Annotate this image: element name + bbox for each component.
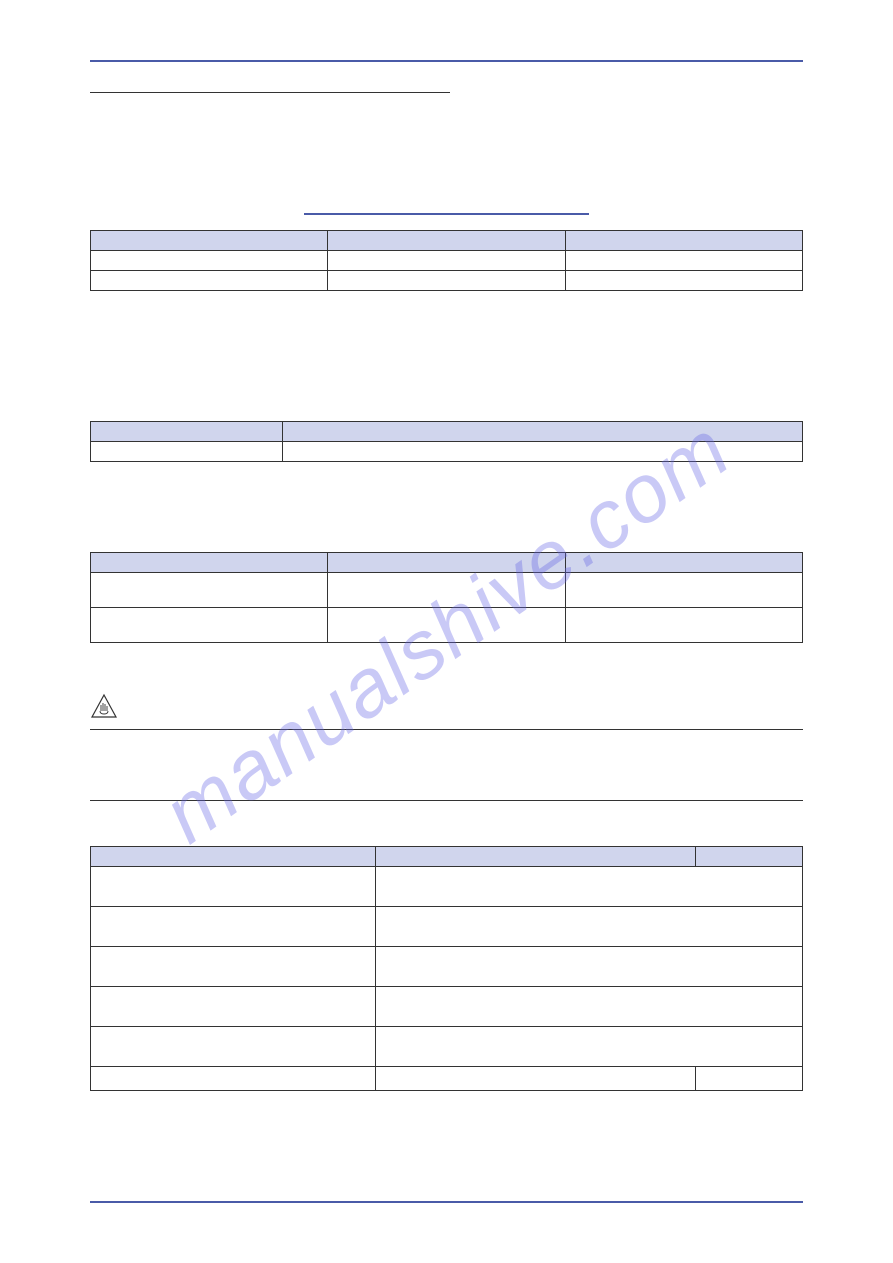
table-cell bbox=[375, 987, 802, 1027]
table-cell bbox=[91, 1027, 376, 1067]
table-cell bbox=[91, 987, 376, 1027]
table-cell bbox=[565, 251, 802, 271]
table-cell bbox=[375, 1067, 695, 1091]
table-header bbox=[565, 553, 802, 573]
table-cell bbox=[91, 442, 283, 462]
table-cell bbox=[91, 947, 376, 987]
table-header bbox=[375, 847, 695, 867]
table-cell bbox=[91, 608, 328, 643]
table-header bbox=[328, 553, 565, 573]
table-cell bbox=[375, 867, 802, 907]
section-title-rule bbox=[90, 92, 450, 93]
subsection-title-rule bbox=[304, 213, 589, 215]
table-cell bbox=[696, 1067, 803, 1091]
table-cell bbox=[375, 947, 802, 987]
table-cell bbox=[565, 271, 802, 291]
warning-rule-2 bbox=[90, 800, 803, 801]
table-header bbox=[696, 847, 803, 867]
table-cell bbox=[91, 907, 376, 947]
header-rule bbox=[90, 60, 803, 62]
table-cell bbox=[565, 573, 802, 608]
table-cell bbox=[91, 867, 376, 907]
table-header bbox=[565, 231, 802, 251]
table-header bbox=[91, 422, 283, 442]
table-cell bbox=[328, 608, 565, 643]
table-header bbox=[328, 231, 565, 251]
table-cell bbox=[91, 573, 328, 608]
spec-table-3 bbox=[90, 552, 803, 643]
footer-rule bbox=[90, 1201, 803, 1203]
table-cell bbox=[565, 608, 802, 643]
spec-table-1 bbox=[90, 230, 803, 291]
table-cell bbox=[283, 442, 803, 462]
table-cell bbox=[91, 271, 328, 291]
table-cell bbox=[91, 251, 328, 271]
warning-box bbox=[90, 693, 803, 801]
table-cell bbox=[328, 271, 565, 291]
warning-hand-icon bbox=[90, 693, 118, 724]
warning-rule-1 bbox=[90, 729, 803, 730]
table-header bbox=[283, 422, 803, 442]
table-cell bbox=[328, 251, 565, 271]
table-header bbox=[91, 847, 376, 867]
table-cell bbox=[375, 1027, 802, 1067]
table-header bbox=[91, 553, 328, 573]
table-cell bbox=[375, 907, 802, 947]
table-header bbox=[91, 231, 328, 251]
table-cell bbox=[328, 573, 565, 608]
spec-table-2 bbox=[90, 421, 803, 462]
emc-table bbox=[90, 846, 803, 1091]
table-cell bbox=[91, 1067, 376, 1091]
